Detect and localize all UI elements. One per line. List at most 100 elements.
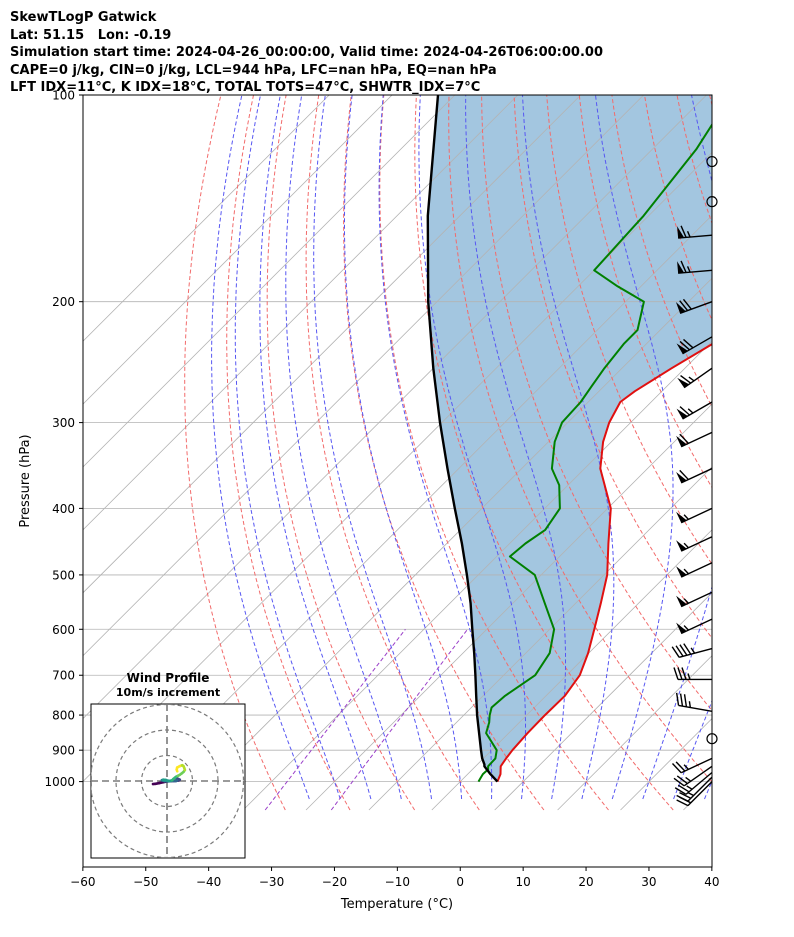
wind-barb bbox=[676, 562, 713, 578]
plot-series bbox=[426, 95, 712, 783]
isotherm bbox=[368, 466, 712, 811]
wind-barb-staff bbox=[679, 301, 713, 314]
dry-adiabat bbox=[266, 95, 416, 811]
wind-barb bbox=[677, 225, 713, 239]
wind-barb-half bbox=[683, 625, 689, 631]
wind-barb bbox=[675, 692, 713, 713]
dry-adiabat bbox=[343, 95, 545, 811]
wind-barb bbox=[673, 765, 713, 787]
wind-barb bbox=[676, 467, 713, 484]
x-tick-label: 0 bbox=[456, 875, 464, 889]
wind-barb-half bbox=[687, 673, 691, 680]
moist-adiabat bbox=[595, 95, 674, 800]
moist-adiabat bbox=[344, 95, 463, 800]
temperature-line bbox=[496, 343, 712, 782]
wind-barb-flag bbox=[676, 472, 687, 483]
wind-barb-full bbox=[680, 260, 687, 273]
wind-barb-staff bbox=[687, 781, 713, 807]
isotherm bbox=[494, 592, 712, 811]
dry-adiabat bbox=[379, 95, 609, 811]
x-tick-label: −60 bbox=[70, 875, 95, 889]
wind-barb-full bbox=[679, 796, 692, 804]
wind-barb-flag bbox=[676, 595, 687, 607]
wind-barb-staff bbox=[680, 507, 713, 524]
moist-adiabat bbox=[211, 95, 310, 800]
wind-barb-full bbox=[675, 761, 686, 772]
wind-barb-staff bbox=[680, 536, 713, 552]
wind-barb bbox=[673, 667, 712, 681]
indices-line: LFT IDX=11°C, K IDX=18°C, TOTAL TOTS=47°… bbox=[10, 80, 481, 95]
wind-barb-full bbox=[682, 298, 692, 310]
station-title: SkewTLogP Gatwick bbox=[10, 10, 157, 25]
location-line: Lat: 51.15 Lon: -0.19 bbox=[10, 27, 172, 43]
moist-adiabat bbox=[522, 95, 615, 800]
wind-barb-calm bbox=[706, 196, 718, 208]
moist-adiabat bbox=[313, 95, 432, 800]
parcel-fill-area bbox=[427, 95, 712, 782]
y-tick-label: 700 bbox=[52, 669, 75, 683]
wind-barb bbox=[676, 781, 713, 807]
wind-barbs bbox=[671, 155, 718, 807]
wind-barb-calm bbox=[706, 733, 718, 745]
isotherm bbox=[117, 214, 712, 811]
isotherm bbox=[83, 95, 644, 657]
wind-barb-full bbox=[673, 667, 679, 680]
wind-barb-staff bbox=[683, 765, 713, 787]
x-tick-label: 20 bbox=[578, 875, 593, 889]
dry-adiabat bbox=[578, 95, 712, 489]
dry-adiabat bbox=[305, 95, 480, 811]
isotherm bbox=[83, 95, 707, 720]
moist-adiabat bbox=[642, 95, 712, 800]
wind-barb-flag bbox=[676, 540, 687, 552]
wind-barb-flag bbox=[677, 377, 690, 388]
x-tick-label: −30 bbox=[259, 875, 284, 889]
y-axis-label: Pressure (hPa) bbox=[18, 434, 33, 527]
isotherm bbox=[179, 277, 712, 811]
wind-barb-full bbox=[683, 694, 688, 707]
isotherm bbox=[242, 340, 712, 811]
wind-barb bbox=[674, 771, 713, 795]
wind-barb-full bbox=[676, 799, 689, 807]
wind-barb-flag bbox=[676, 408, 688, 420]
wind-barb-full bbox=[679, 792, 692, 799]
isotherm bbox=[557, 655, 712, 811]
wind-barb bbox=[676, 431, 713, 448]
isotherm bbox=[83, 95, 393, 405]
wind-barb-full bbox=[679, 693, 684, 707]
y-tick-label: 100 bbox=[52, 89, 75, 103]
wind-barb-full bbox=[679, 300, 689, 312]
wind-barb-flag bbox=[676, 622, 687, 634]
wind-barb-full bbox=[675, 692, 680, 706]
y-tick-label: 300 bbox=[52, 416, 75, 430]
y-tick-label: 900 bbox=[52, 744, 75, 758]
dewpoint-line bbox=[477, 122, 712, 783]
wind-barb bbox=[676, 507, 713, 524]
wind-barb-flag bbox=[675, 302, 686, 314]
dry-adiabat bbox=[414, 95, 674, 811]
wind-barb-full bbox=[677, 784, 690, 793]
wind-barb bbox=[671, 757, 713, 774]
isotherm bbox=[431, 529, 712, 811]
wind-barb-staff bbox=[680, 591, 713, 608]
wind-barb-staff bbox=[683, 367, 713, 389]
wind-barb-half bbox=[687, 408, 694, 414]
y-tick-label: 400 bbox=[52, 502, 75, 516]
y-tick-label: 500 bbox=[52, 568, 75, 582]
wind-barb bbox=[676, 336, 713, 355]
dry-adiabat bbox=[513, 95, 712, 639]
x-tick-label: 10 bbox=[516, 875, 531, 889]
wind-barb-half bbox=[686, 266, 691, 273]
wind-barb-half bbox=[685, 776, 692, 782]
y-tick-label: 200 bbox=[52, 295, 75, 309]
wind-barb bbox=[676, 591, 713, 608]
x-tick-label: −20 bbox=[322, 875, 347, 889]
isotherm bbox=[83, 95, 519, 531]
moist-adiabat bbox=[704, 780, 712, 800]
hodograph-title: Wind Profile bbox=[127, 671, 210, 685]
wind-barb-full bbox=[683, 338, 694, 349]
x-tick-label: 30 bbox=[641, 875, 656, 889]
y-tick-label: 1000 bbox=[44, 775, 75, 789]
mixing-ratio-line bbox=[330, 628, 468, 811]
